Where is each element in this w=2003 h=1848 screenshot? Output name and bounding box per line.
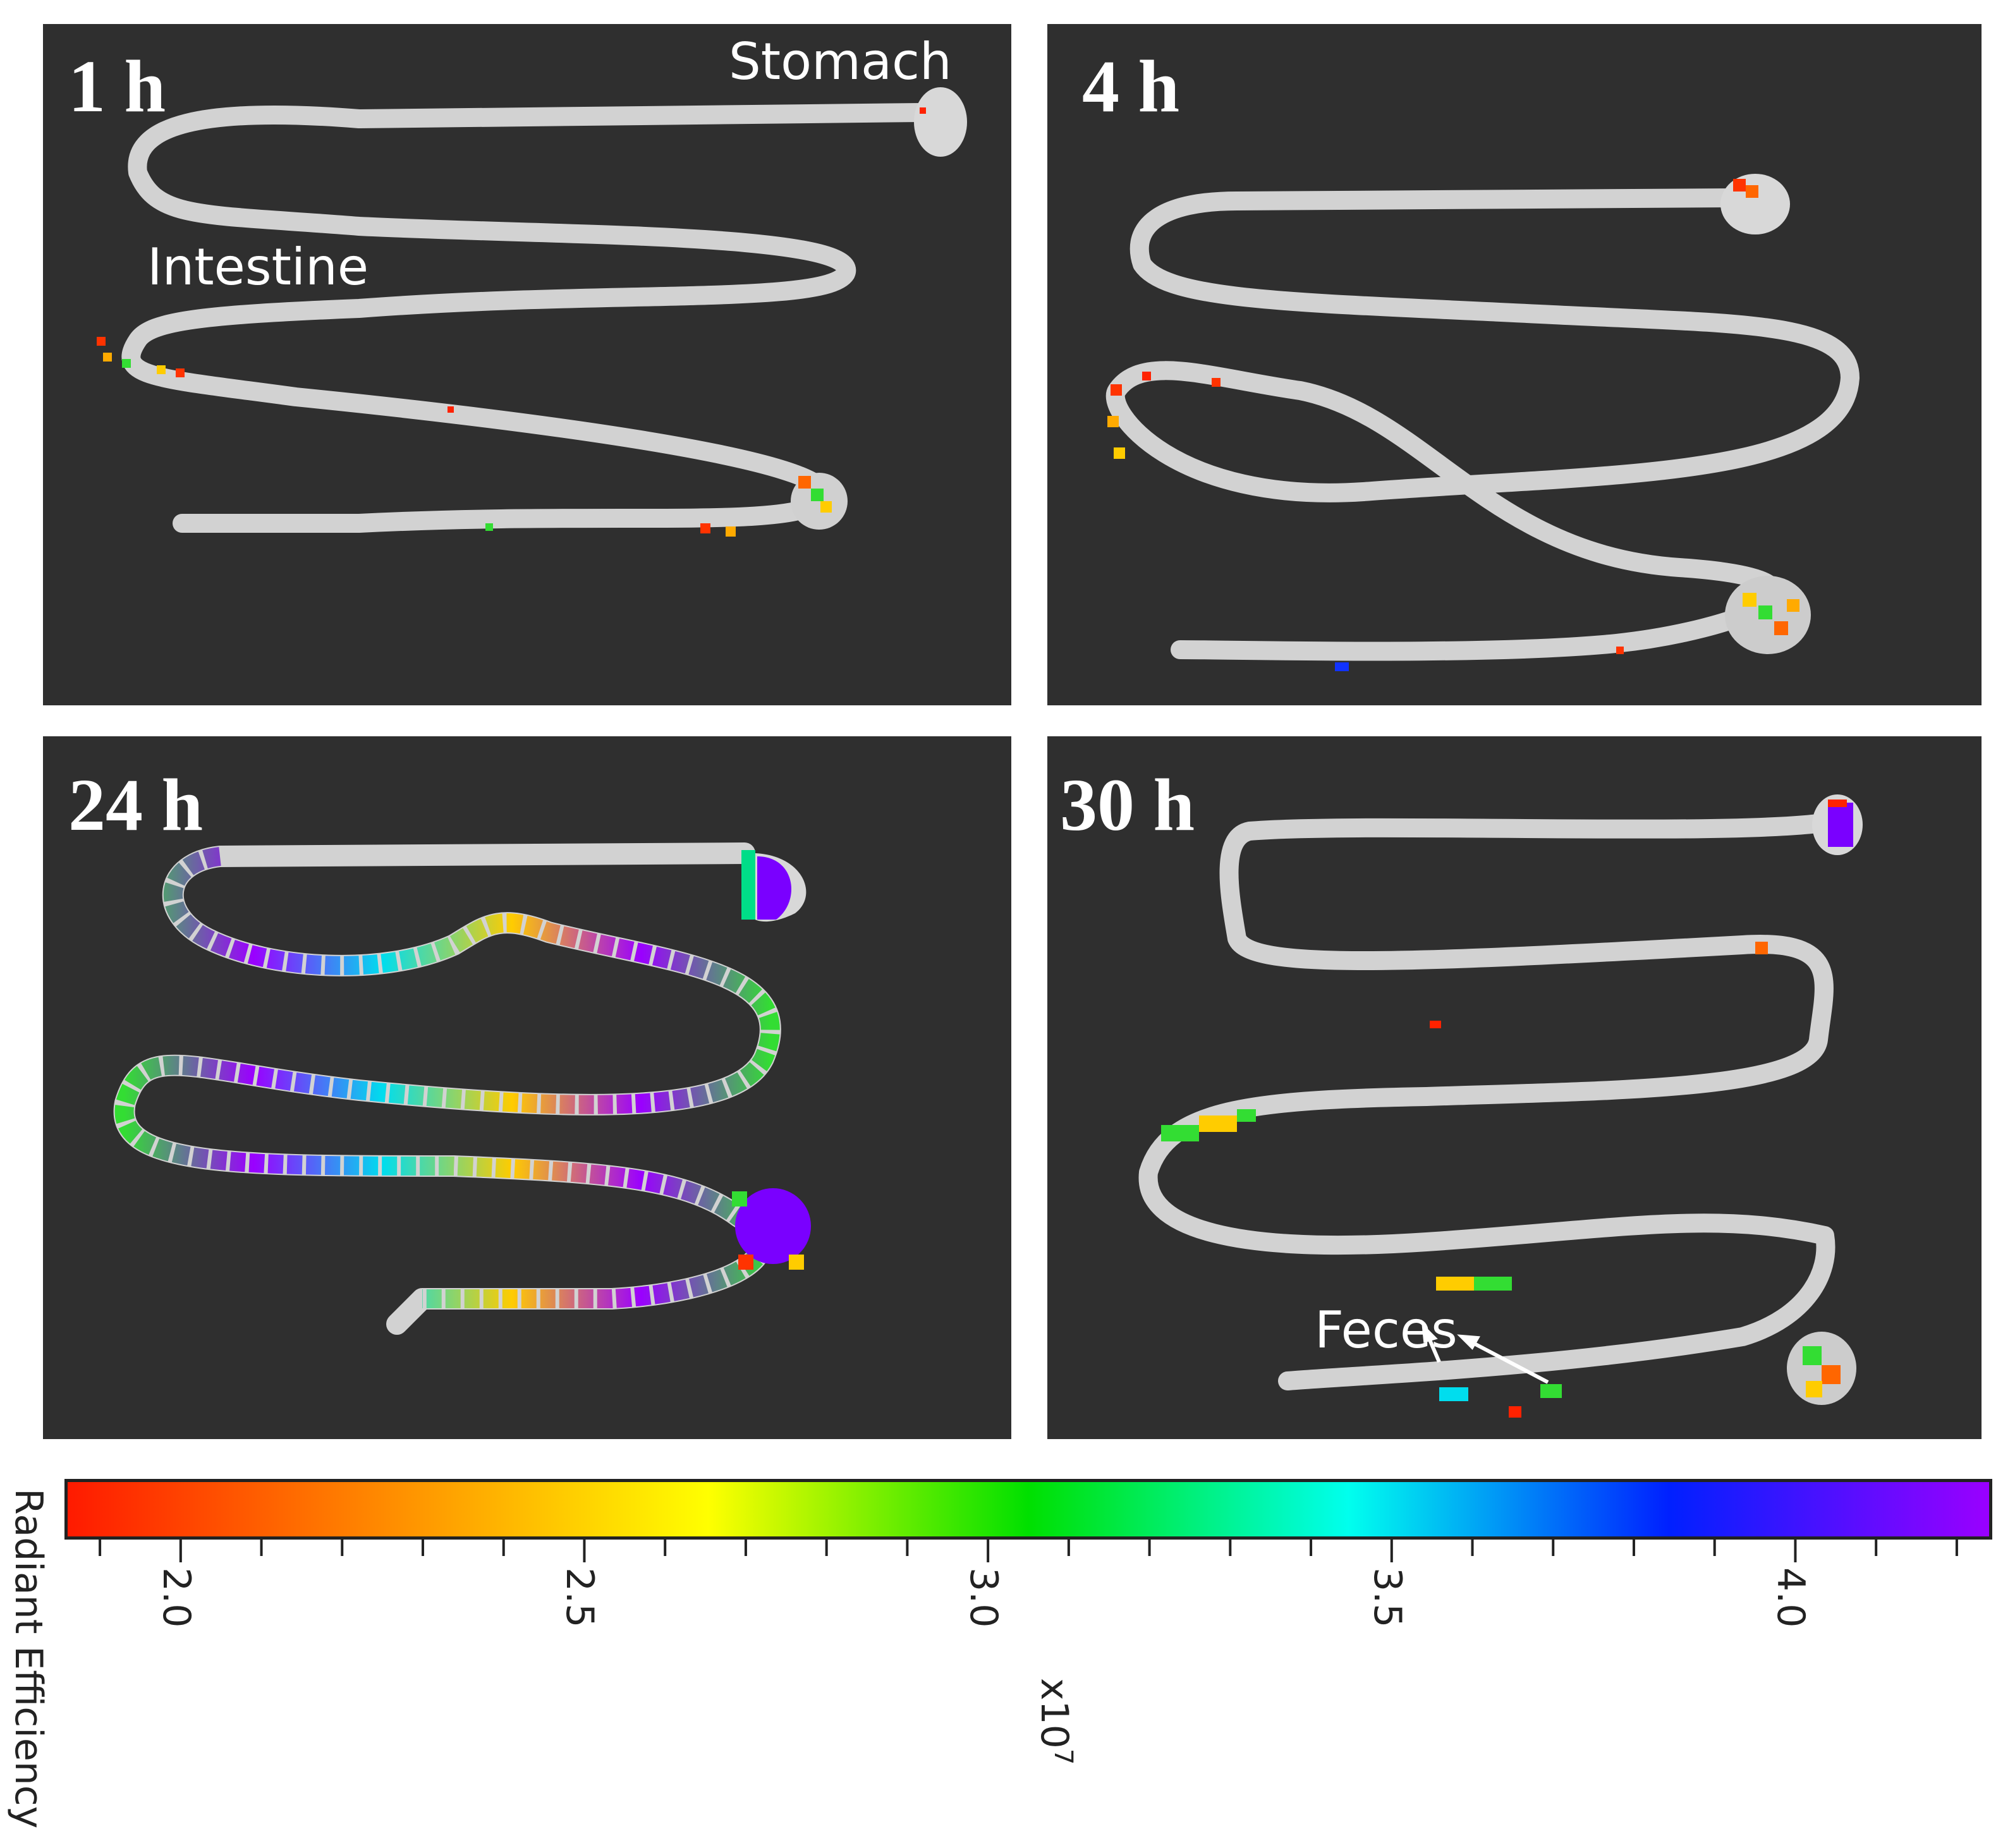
intestine-label: Intestine (147, 238, 369, 296)
colorbar-title: Radiant Efficiency (6, 1488, 51, 1829)
panel-1h: 1 h Stomach Intestine (43, 24, 1011, 705)
panel-4h: 4 h (1047, 24, 1982, 705)
panel-24h: 24 h (43, 736, 1011, 1439)
intestine-image-4h (1105, 174, 1860, 671)
colorbar-tick-label: 2.5 (557, 1567, 602, 1628)
stomach-label: Stomach (729, 32, 952, 91)
signal-spots-4h (1107, 179, 1799, 671)
feces-label: Feces (1315, 1301, 1458, 1359)
colorbar-tick-label: 2.0 (154, 1567, 198, 1628)
panel-30h: 30 h Feces (1047, 736, 1982, 1439)
signal-spots-1h (97, 107, 926, 537)
intestine-image-1h (97, 87, 967, 537)
signal-spots-24h (732, 850, 811, 1270)
time-label-1h: 1 h (68, 45, 166, 128)
time-label-30h: 30 h (1060, 763, 1195, 846)
colorbar-multiplier: x107 (1032, 1678, 1078, 1765)
colorbar-multiplier-base: x10 (1032, 1678, 1076, 1749)
time-label-24h: 24 h (68, 763, 204, 846)
colorbar-tick-label: 3.5 (1365, 1567, 1409, 1628)
feces-arrows (1422, 1322, 1549, 1384)
time-label-4h: 4 h (1082, 45, 1180, 128)
colorbar-tick-label: 3.0 (961, 1567, 1006, 1628)
colorbar-multiplier-exponent: 7 (1049, 1748, 1078, 1765)
intestine-image-24h (113, 842, 811, 1335)
signal-spots-30h (1161, 799, 1853, 1418)
colorbar-tick-label: 4.0 (1769, 1567, 1813, 1628)
intestine-image-30h (1138, 794, 1863, 1418)
colorbar-gradient (64, 1479, 1992, 1540)
